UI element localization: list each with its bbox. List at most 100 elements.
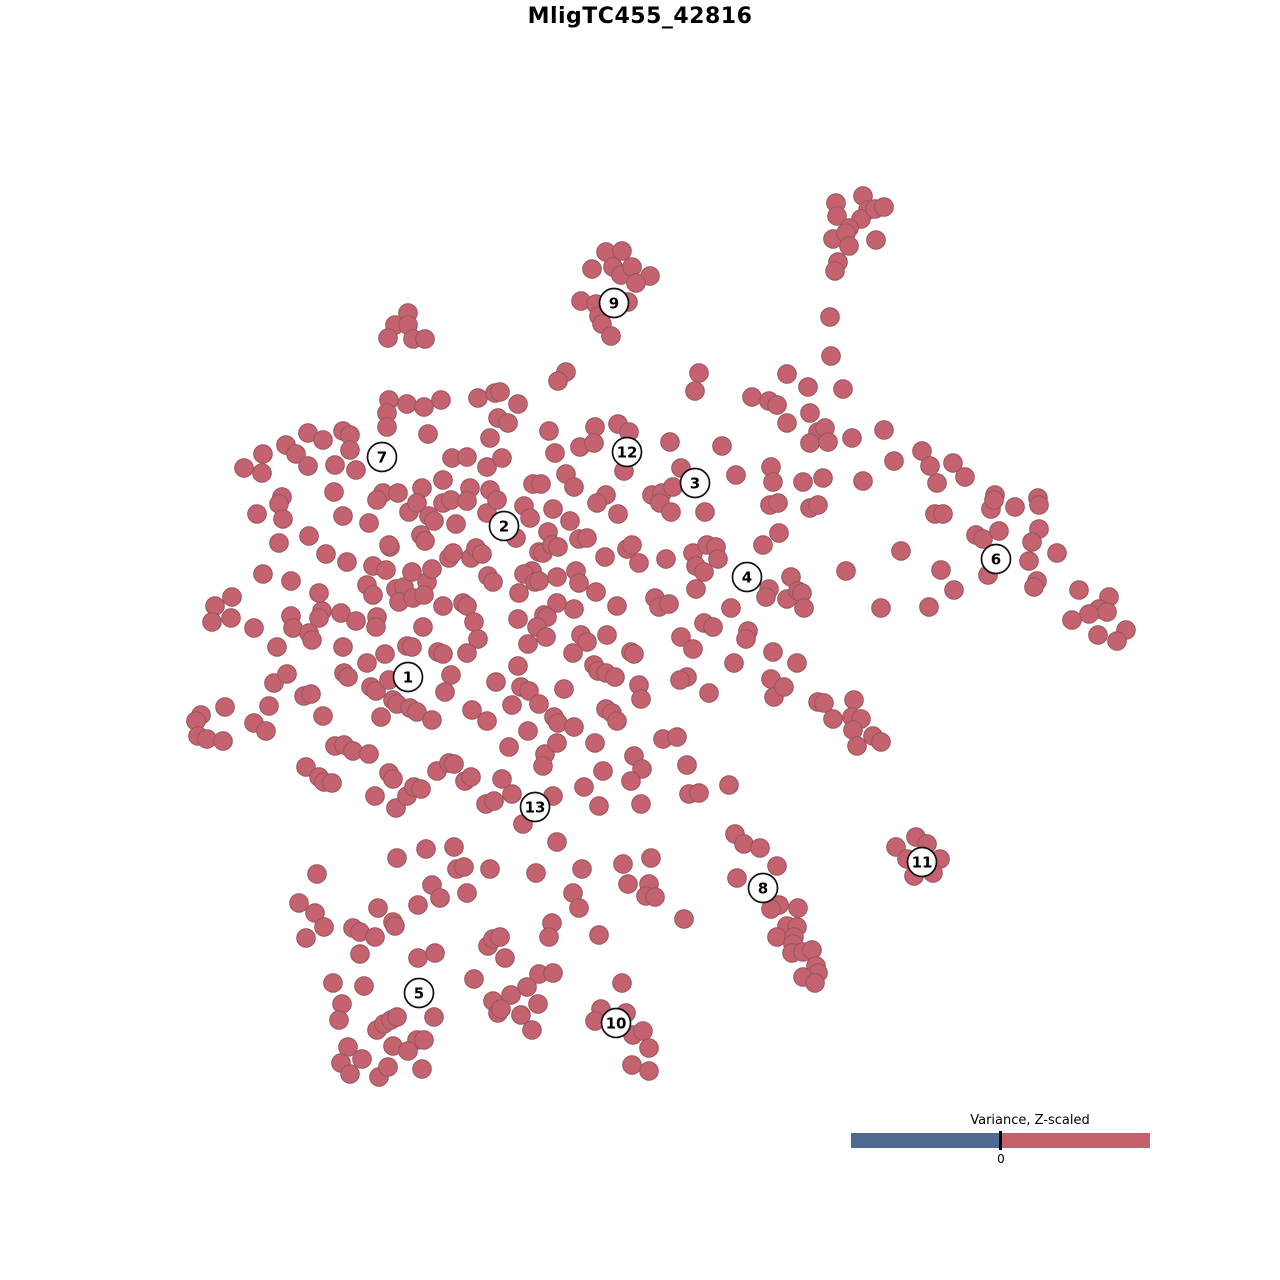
data-point (365, 927, 385, 947)
data-point (487, 490, 507, 510)
cluster-label-11: 11 (906, 846, 938, 878)
data-point (633, 1021, 653, 1041)
data-point (289, 893, 309, 913)
data-point (612, 973, 632, 993)
data-point (813, 468, 833, 488)
data-point (564, 717, 584, 737)
data-point (695, 502, 715, 522)
data-point (213, 731, 233, 751)
data-point (536, 627, 556, 647)
data-point (589, 796, 609, 816)
data-point (477, 711, 497, 731)
data-point (1107, 631, 1127, 651)
cluster-label-10: 10 (600, 1007, 632, 1039)
data-point (547, 567, 567, 587)
data-point (375, 644, 395, 664)
data-point (639, 1038, 659, 1058)
data-point (767, 395, 787, 415)
data-point (323, 973, 343, 993)
data-point (332, 994, 352, 1014)
data-point (435, 682, 455, 702)
data-point (343, 741, 363, 761)
data-point (492, 769, 512, 789)
data-point (234, 458, 254, 478)
data-point (683, 639, 703, 659)
data-point (269, 533, 289, 553)
cluster-label-12: 12 (611, 436, 643, 468)
data-point (296, 928, 316, 948)
data-point (1019, 551, 1039, 571)
data-point (736, 629, 756, 649)
data-point (548, 537, 568, 557)
data-point (871, 732, 891, 752)
data-point (891, 541, 911, 561)
cluster-label-circle (403, 977, 435, 1009)
data-point (607, 711, 627, 731)
data-point (359, 513, 379, 533)
data-point (313, 430, 333, 450)
data-point (414, 585, 434, 605)
cluster-label-7: 7 (366, 441, 398, 473)
data-point (798, 377, 818, 397)
cluster-label-3: 3 (679, 467, 711, 499)
data-point (273, 509, 293, 529)
data-point (365, 786, 385, 806)
data-point (694, 562, 714, 582)
data-point (378, 1057, 398, 1077)
data-point (385, 916, 405, 936)
data-point (430, 888, 450, 908)
data-point (522, 1020, 542, 1040)
data-point (508, 394, 528, 414)
data-point (422, 559, 442, 579)
data-point (222, 587, 242, 607)
data-point (842, 428, 862, 448)
data-point (305, 903, 325, 923)
cluster-label-1: 1 (392, 661, 424, 693)
data-point (457, 491, 477, 511)
data-point (708, 549, 728, 569)
data-point (955, 467, 975, 487)
data-point (424, 1007, 444, 1027)
data-point (742, 387, 762, 407)
data-point (433, 470, 453, 490)
data-point (547, 733, 567, 753)
data-point (383, 769, 403, 789)
data-point (457, 643, 477, 663)
data-point (299, 526, 319, 546)
data-point (407, 493, 427, 513)
cluster-label-text: 6 (991, 551, 1001, 569)
data-point (927, 473, 947, 493)
data-point (607, 596, 627, 616)
data-point (444, 754, 464, 774)
data-point (645, 887, 665, 907)
data-point (847, 736, 867, 756)
data-point (244, 618, 264, 638)
data-point (247, 504, 267, 524)
data-point (408, 948, 428, 968)
data-point (989, 521, 1009, 541)
data-point (499, 737, 519, 757)
data-point (1024, 577, 1044, 597)
data-point (416, 839, 436, 859)
data-point (443, 543, 463, 563)
data-point (689, 783, 709, 803)
data-point (587, 493, 607, 513)
data-point (721, 598, 741, 618)
data-point (920, 456, 940, 476)
data-point (1062, 610, 1082, 630)
data-point (569, 573, 589, 593)
data-point (597, 625, 617, 645)
data-point (584, 433, 604, 453)
data-point (366, 681, 386, 701)
data-point (464, 969, 484, 989)
data-point (800, 433, 820, 453)
data-point (313, 706, 333, 726)
data-point (814, 693, 834, 713)
cluster-label-text: 1 (403, 669, 413, 687)
data-point (346, 611, 366, 631)
data-point (805, 973, 825, 993)
data-point (874, 197, 894, 217)
data-point (843, 720, 863, 740)
data-point (333, 506, 353, 526)
data-point (354, 976, 374, 996)
